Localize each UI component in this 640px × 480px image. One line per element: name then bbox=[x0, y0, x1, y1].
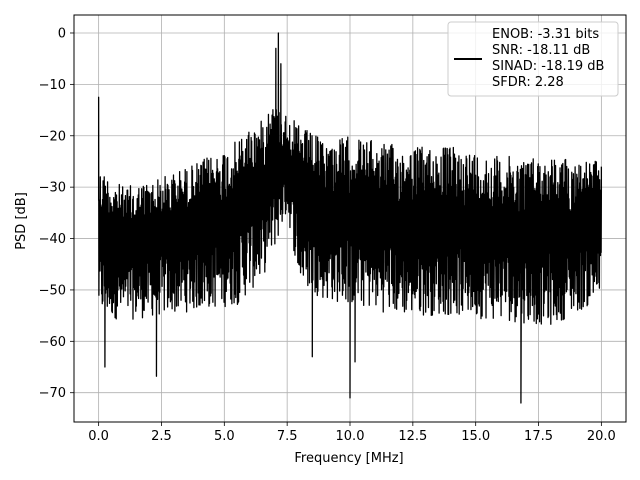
legend-entry-sfdr: SFDR: 2.28 bbox=[492, 75, 564, 90]
y-tick-label: −50 bbox=[39, 283, 66, 298]
x-tick-label: 2.5 bbox=[151, 429, 172, 444]
x-tick-label: 10.0 bbox=[336, 429, 365, 444]
y-axis-label: PSD [dB] bbox=[14, 192, 29, 250]
y-tick-label: −40 bbox=[39, 232, 66, 247]
x-axis-ticks: 0.0 2.5 5.0 7.5 10.0 12.5 15.0 17.5 20.0 bbox=[88, 422, 616, 444]
x-tick-label: 12.5 bbox=[398, 429, 427, 444]
legend-entry-sinad: SINAD: -18.19 dB bbox=[492, 59, 604, 74]
y-tick-label: 0 bbox=[58, 26, 66, 41]
legend-box bbox=[447, 21, 619, 97]
legend: ENOB: -3.31 bits SNR: -18.11 dB SINAD: -… bbox=[447, 21, 619, 97]
y-tick-label: −70 bbox=[39, 386, 66, 401]
x-axis-label: Frequency [MHz] bbox=[294, 451, 403, 466]
y-tick-label: −20 bbox=[39, 129, 66, 144]
legend-entry-enob: ENOB: -3.31 bits bbox=[492, 27, 599, 42]
y-tick-label: −30 bbox=[39, 181, 66, 196]
x-tick-label: 0.0 bbox=[88, 429, 109, 444]
y-axis-ticks: 0 −10 −20 −30 −40 −50 −60 −70 bbox=[39, 26, 74, 401]
legend-entry-snr: SNR: -18.11 dB bbox=[492, 43, 590, 58]
x-tick-label: 15.0 bbox=[461, 429, 490, 444]
y-tick-label: −60 bbox=[39, 335, 66, 350]
x-tick-label: 5.0 bbox=[214, 429, 235, 444]
x-tick-label: 20.0 bbox=[587, 429, 616, 444]
y-tick-label: −10 bbox=[39, 78, 66, 93]
psd-trace bbox=[97, 32, 603, 404]
x-tick-label: 17.5 bbox=[524, 429, 553, 444]
x-tick-label: 7.5 bbox=[277, 429, 298, 444]
psd-series-line bbox=[97, 32, 603, 404]
